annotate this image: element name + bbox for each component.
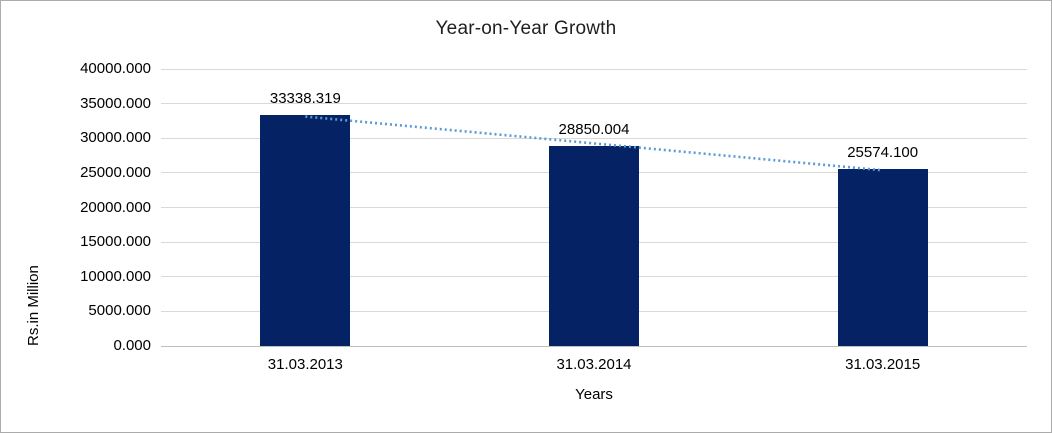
- y-tick-label: 40000.000: [80, 60, 151, 77]
- y-tick-label: 35000.000: [80, 94, 151, 112]
- bar: [549, 146, 639, 346]
- y-tick-label: 15000.000: [80, 233, 151, 251]
- y-tick-label: 0.000: [113, 337, 151, 354]
- x-tick-label: 31.03.2014: [556, 356, 632, 373]
- y-tick-label: 5000.000: [88, 302, 151, 320]
- data-label: 28850.004: [558, 121, 630, 139]
- x-tick-label: 31.03.2015: [845, 356, 921, 373]
- chart-title: Year-on-Year Growth: [435, 18, 617, 39]
- x-axis-title: Years: [575, 386, 613, 403]
- y-tick-label: 10000.000: [80, 267, 151, 285]
- y-tick-label: 20000.000: [80, 198, 151, 216]
- data-label: 25574.100: [847, 143, 919, 161]
- gridline: [161, 68, 1027, 70]
- gridline: [161, 103, 1027, 105]
- x-tick-label: 31.03.2013: [267, 356, 343, 373]
- bar: [260, 115, 351, 346]
- x-axis-line: [161, 345, 1027, 347]
- y-tick-label: 25000.000: [80, 163, 151, 181]
- bar: [837, 168, 928, 346]
- data-label: 33338.319: [269, 90, 341, 108]
- y-tick-label: 30000.000: [80, 129, 151, 147]
